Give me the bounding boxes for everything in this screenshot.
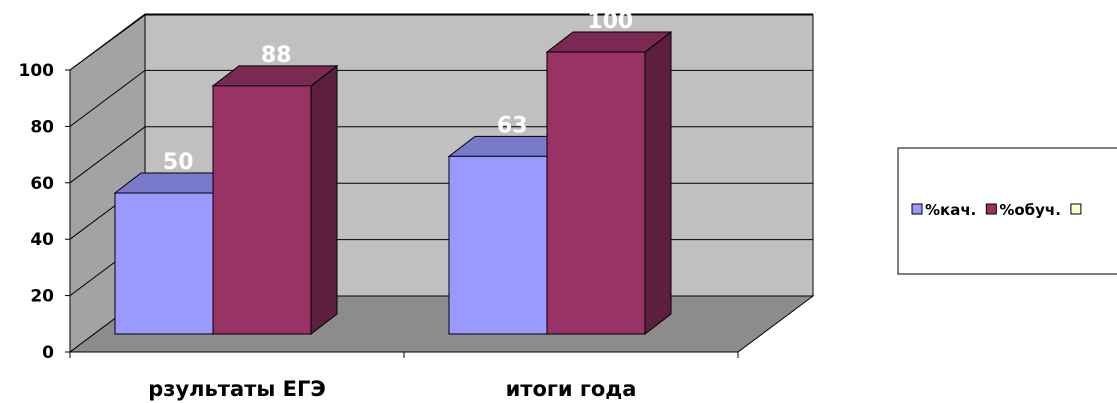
bar xyxy=(114,192,214,335)
legend-swatch xyxy=(911,203,923,215)
gridline-side xyxy=(69,69,146,127)
gridline-side xyxy=(69,13,146,71)
y-tick-label: 80 xyxy=(30,117,54,137)
data-label: 100 xyxy=(587,9,633,34)
data-label: 63 xyxy=(497,113,528,138)
bar xyxy=(212,85,312,335)
legend-swatch xyxy=(985,203,997,215)
legend-swatch xyxy=(1070,203,1082,215)
y-tick-label: 20 xyxy=(30,287,54,307)
bar-side xyxy=(310,64,338,336)
bars xyxy=(113,30,673,336)
y-tick-label: 0 xyxy=(42,343,54,363)
legend: %кач. %обуч. xyxy=(897,147,1117,275)
y-tick-labels: 0 20 40 60 80 100 xyxy=(19,61,70,363)
data-label: 88 xyxy=(261,43,292,68)
category-label: итоги года xyxy=(506,377,637,401)
legend-label: %кач. xyxy=(925,201,976,219)
data-label: 50 xyxy=(163,150,194,175)
bar xyxy=(546,51,646,335)
legend-items: %кач. %обуч. xyxy=(911,201,1082,219)
y-tick-label: 100 xyxy=(19,61,55,81)
bar xyxy=(448,155,548,335)
category-labels: рзультаты ЕГЭ итоги года xyxy=(69,352,739,401)
category-label: рзультаты ЕГЭ xyxy=(148,377,326,401)
y-tick-label: 60 xyxy=(30,174,54,194)
legend-label: %обуч. xyxy=(999,201,1061,219)
gridline-side xyxy=(69,126,146,184)
y-tick-label: 40 xyxy=(30,230,54,250)
data-labels: 50 88 63 100 xyxy=(163,9,633,175)
bar-side xyxy=(644,30,672,336)
